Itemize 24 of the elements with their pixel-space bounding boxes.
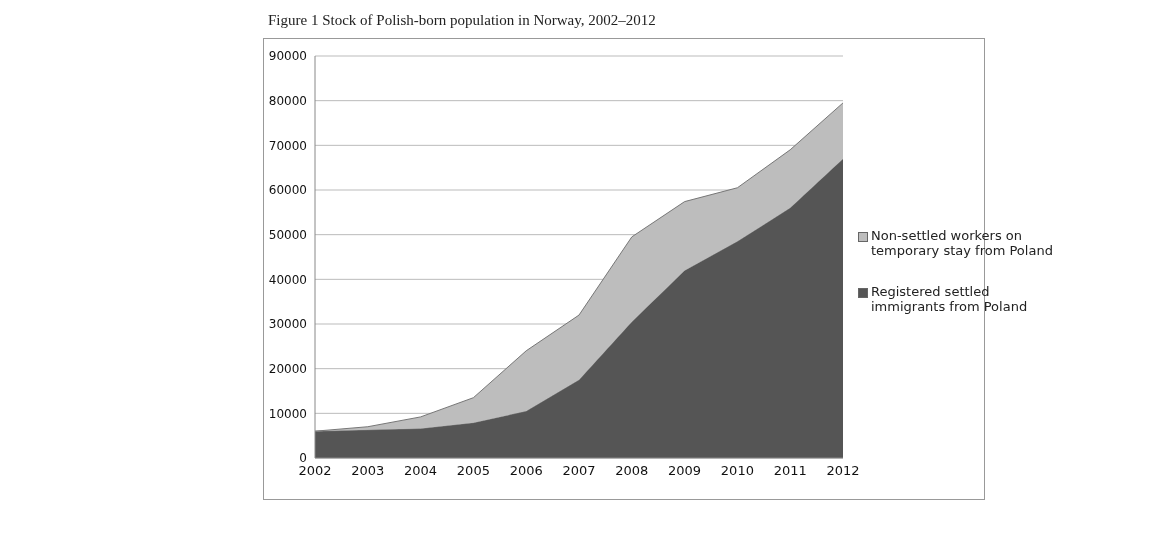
x-tick-label: 2005 bbox=[456, 463, 490, 479]
x-tick-label: 2003 bbox=[351, 463, 385, 479]
x-tick-label: 2010 bbox=[720, 463, 754, 479]
y-tick-label: 90000 bbox=[268, 49, 307, 64]
x-tick-label: 2007 bbox=[562, 463, 596, 479]
x-tick-label: 2011 bbox=[773, 463, 807, 479]
y-tick-label: 50000 bbox=[268, 227, 307, 242]
y-tick-label: 30000 bbox=[268, 317, 307, 332]
y-tick-label: 10000 bbox=[268, 406, 307, 421]
x-tick-label: 2002 bbox=[298, 463, 332, 479]
legend-label: Registered settled immigrants from Poland bbox=[871, 284, 1029, 314]
y-tick-label: 0 bbox=[299, 451, 307, 466]
y-tick-label: 80000 bbox=[268, 93, 307, 108]
x-tick-label: 2004 bbox=[404, 463, 438, 479]
x-tick-label: 2012 bbox=[826, 463, 860, 479]
y-tick-label: 20000 bbox=[268, 361, 307, 376]
legend-label: Non-settled workers on temporary stay from Poland bbox=[871, 228, 1054, 258]
x-tick-label: 2008 bbox=[615, 463, 649, 479]
x-tick-label: 2009 bbox=[668, 463, 702, 479]
y-tick-label: 60000 bbox=[268, 183, 307, 198]
x-tick-label: 2006 bbox=[509, 463, 543, 479]
chart-title: Figure 1 Stock of Polish-born population in Norway, 2002–2012 bbox=[268, 12, 656, 29]
y-tick-label: 40000 bbox=[268, 272, 307, 287]
y-tick-label: 70000 bbox=[268, 138, 307, 153]
